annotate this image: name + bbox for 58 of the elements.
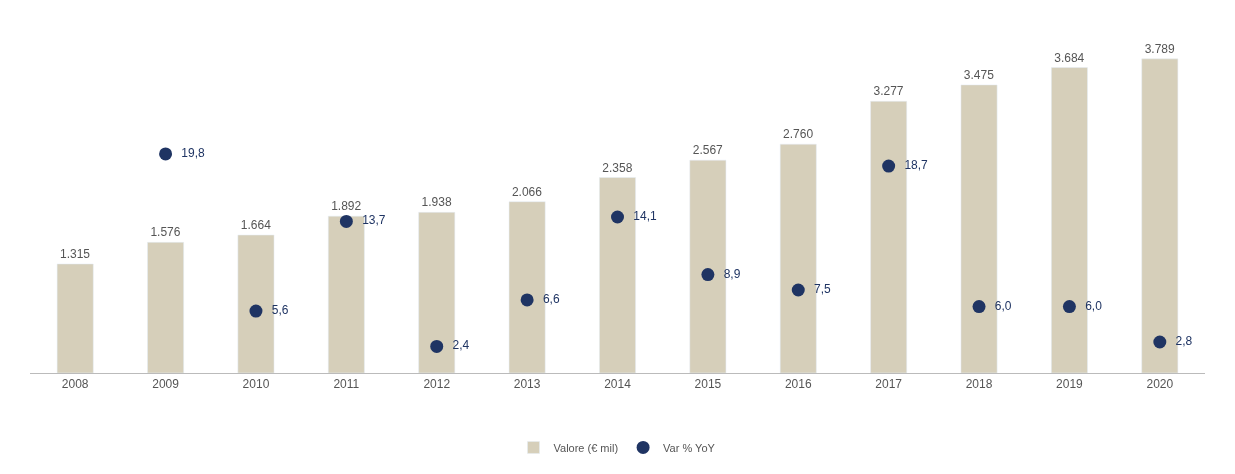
point — [791, 283, 805, 297]
legend-label: Valore (€ mil) — [553, 441, 619, 454]
x-tick-label: 2014 — [604, 377, 632, 392]
data-label: 6,6 — [536, 291, 560, 306]
data-label: 2.358 — [602, 160, 633, 175]
bar — [147, 242, 184, 373]
data-label: 5,6 — [265, 303, 289, 318]
x-tick-label: 2013 — [513, 377, 541, 392]
legend-label: Var % YoY — [663, 441, 716, 454]
data-label: 8,9 — [717, 266, 741, 281]
point — [159, 147, 173, 161]
data-label: 2,4 — [445, 338, 470, 353]
x-tick-label: 2017 — [875, 377, 903, 392]
point — [1153, 335, 1167, 349]
data-label: 3.475 — [963, 67, 995, 82]
point — [701, 268, 715, 282]
data-label: 1.576 — [150, 225, 181, 240]
point — [1062, 300, 1076, 314]
data-label: 3.277 — [873, 84, 904, 99]
data-label: 1.938 — [421, 195, 452, 210]
x-tick-label: 2016 — [784, 377, 812, 392]
data-label: 1.664 — [240, 218, 272, 233]
data-label: 1.315 — [60, 246, 91, 261]
data-label: 6,0 — [988, 298, 1012, 313]
data-label: 2.567 — [692, 143, 724, 158]
point — [972, 300, 986, 314]
point — [611, 210, 624, 224]
bar — [328, 215, 365, 373]
x-tick-label: 2009 — [152, 377, 180, 392]
data-label: 18,7 — [897, 158, 929, 173]
data-label: 3.684 — [1054, 50, 1085, 65]
data-label: 2.066 — [511, 184, 543, 199]
bar — [870, 101, 907, 373]
x-tick-label: 2019 — [1056, 377, 1084, 392]
x-tick-label: 2018 — [965, 377, 993, 392]
data-label: 2.760 — [783, 127, 814, 142]
x-tick-label: 2020 — [1146, 377, 1174, 392]
bar — [1051, 67, 1088, 373]
point — [339, 214, 353, 228]
data-label: 1.892 — [331, 199, 362, 214]
point — [249, 304, 263, 318]
data-label: 19,8 — [174, 145, 206, 160]
data-label: 14,1 — [626, 208, 657, 223]
point — [520, 293, 534, 307]
x-tick-label: 2012 — [423, 377, 451, 392]
bar — [599, 177, 636, 373]
data-label: 13,7 — [355, 213, 386, 228]
x-tick-label: 2015 — [694, 377, 722, 392]
x-tick-label: 2008 — [61, 377, 89, 392]
data-label: 3.789 — [1144, 41, 1175, 56]
x-tick-label: 2011 — [333, 377, 360, 392]
bar — [56, 263, 94, 373]
x-tick-label: 2010 — [242, 377, 270, 392]
data-label: 7,5 — [807, 282, 832, 297]
point — [882, 159, 896, 173]
data-label: 6,0 — [1078, 298, 1103, 313]
data-label: 2,8 — [1168, 334, 1193, 349]
point — [430, 339, 444, 353]
